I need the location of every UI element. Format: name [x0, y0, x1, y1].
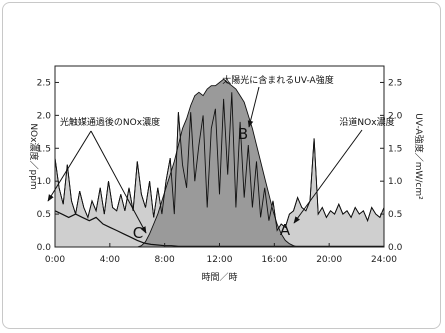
x-tick-label: 4:00 — [100, 255, 120, 265]
y-left-tick-label: 2.5 — [37, 78, 51, 88]
y-right-tick-label: 2.0 — [388, 111, 403, 121]
figure-frame: 0.0 0.5 1.0 1.5 2.0 2.5 0.0 0.5 1.0 1.5 2.0 2.5 0:00… — [2, 2, 441, 329]
x-tick-label: 0:00 — [45, 255, 65, 265]
y-left-tick-label: 0.5 — [37, 210, 51, 220]
after-photocatalyst-line-group — [54, 210, 384, 247]
x-axis-title: 時間／時 — [201, 272, 237, 283]
y-right-tick-label: 0.5 — [388, 210, 402, 220]
after-photocatalyst-annotation-label: 光触媒通過後のNOx濃度 — [60, 116, 160, 128]
ticks-group: 0.0 0.5 1.0 1.5 2.0 2.5 0.0 0.5 1.0 1.5 2.0 2.5 0:00… — [28, 78, 425, 283]
series-roadside-nox-area — [55, 92, 384, 247]
series-uva-line — [55, 78, 384, 248]
x-tick-label: 16:00 — [261, 255, 287, 265]
series-uva-area — [55, 79, 384, 247]
uva-area-group — [54, 78, 385, 248]
after-photocatalyst-leader-arrow-1 — [90, 130, 147, 234]
x-tick-label: 24:00 — [371, 255, 397, 265]
nox-uva-chart: 0.0 0.5 1.0 1.5 2.0 2.5 0.0 0.5 1.0 1.5 2.0 2.5 0:00… — [28, 65, 425, 283]
y-left-axis-title: NOx濃度／ppm — [28, 123, 40, 189]
y-right-axis-title: UV-A強度／mW/cm² — [413, 113, 425, 200]
y-left-tick-label: 1.0 — [37, 177, 52, 187]
series-roadside-nox-line-overlay — [54, 92, 385, 232]
x-tick-label: 12:00 — [207, 255, 233, 265]
after-photocatalyst-leader-arrow-2 — [47, 130, 92, 202]
y-left-tick-label: 1.5 — [37, 144, 51, 154]
series-b-letter: B — [238, 125, 248, 143]
series-a-letter: A — [280, 221, 291, 239]
y-right-tick-label: 2.5 — [388, 78, 402, 88]
x-tick-label: 20:00 — [316, 255, 342, 265]
roadside-nox-annotation-label: 沿道NOx濃度 — [339, 116, 394, 128]
y-left-tick-label: 0.0 — [37, 243, 52, 253]
y-right-tick-label: 1.5 — [388, 144, 402, 154]
series-c-letter: C — [133, 224, 143, 242]
y-right-tick-label: 0.0 — [388, 243, 403, 253]
y-right-tick-label: 1.0 — [388, 177, 403, 187]
roadside-nox-leader-arrow — [293, 129, 363, 224]
x-tick-label: 8:00 — [155, 255, 175, 265]
series-after-photocatalyst-line — [54, 210, 384, 247]
uva-leader-arrow — [247, 86, 260, 128]
uva-annotation-label: 太陽光に含まれるUV-A強度 — [222, 74, 333, 86]
y-left-tick-label: 2.0 — [37, 111, 52, 121]
